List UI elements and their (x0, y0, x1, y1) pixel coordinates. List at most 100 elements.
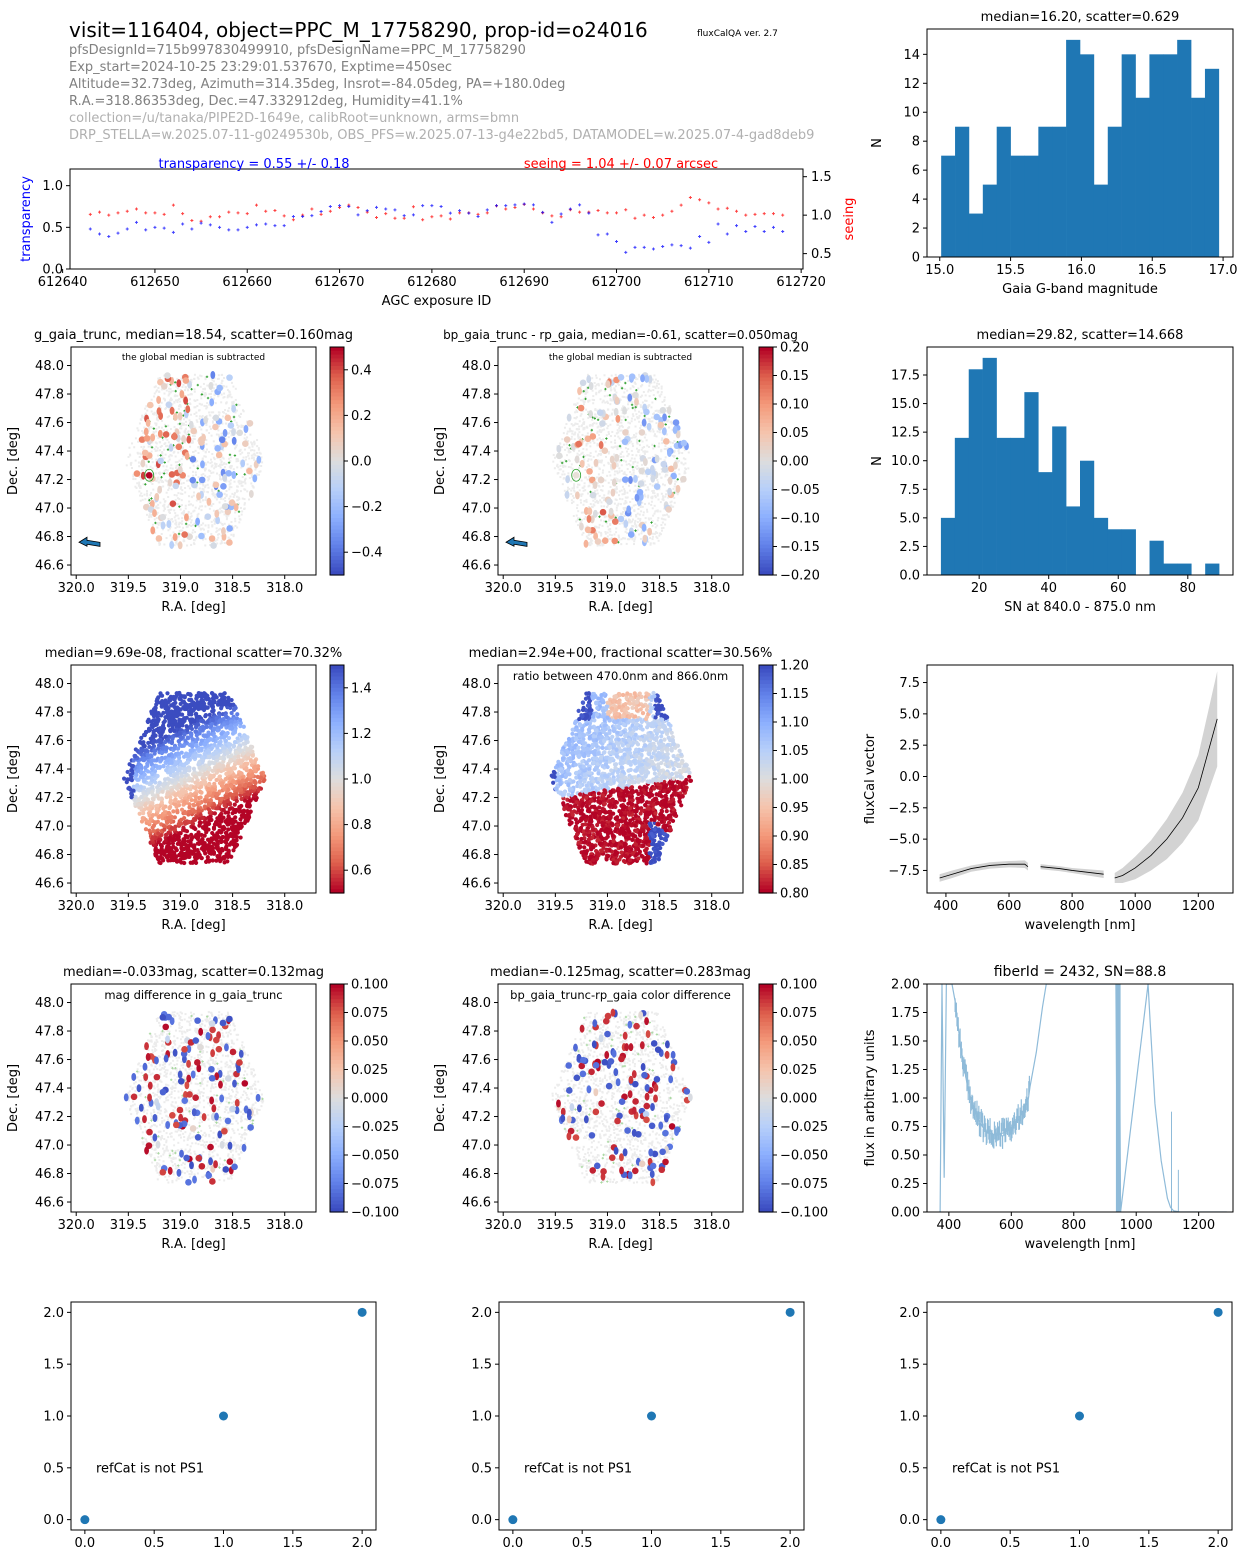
background-fiber (162, 429, 165, 432)
background-fiber (187, 485, 190, 488)
background-fiber (567, 465, 570, 468)
background-fiber (595, 393, 598, 396)
background-fiber (241, 510, 244, 513)
background-fiber (210, 465, 213, 468)
background-fiber (575, 520, 578, 523)
background-fiber (206, 483, 209, 486)
flux-standard-point (566, 413, 572, 422)
background-fiber (677, 449, 680, 452)
y-tick-label: 2 (912, 222, 920, 237)
background-fiber (652, 447, 655, 450)
chart-title: median=29.82, scatter=14.668 (977, 328, 1184, 343)
background-fiber (582, 422, 585, 425)
background-fiber (588, 464, 591, 467)
background-fiber (212, 492, 215, 495)
background-fiber (230, 486, 233, 489)
background-fiber (153, 395, 156, 398)
background-fiber (687, 467, 690, 470)
background-fiber (167, 455, 170, 458)
background-fiber (228, 466, 231, 469)
transparency-point (716, 222, 720, 226)
background-fiber (225, 515, 228, 518)
y2-tick-label: 0.5 (811, 247, 832, 262)
flux-standard-point (209, 398, 215, 407)
x-tick-label: 80 (1180, 581, 1197, 596)
background-fiber (167, 495, 170, 498)
flux-standard-point (659, 406, 667, 414)
background-fiber (228, 480, 231, 483)
selected-fiber-point (572, 471, 580, 479)
background-fiber (624, 506, 627, 509)
background-fiber (207, 524, 210, 527)
background-fiber (618, 494, 621, 497)
background-fiber (625, 463, 628, 466)
background-fiber (155, 479, 158, 482)
transparency-point (421, 204, 425, 208)
background-fiber (180, 422, 183, 425)
background-fiber (617, 431, 620, 434)
background-fiber (619, 479, 622, 482)
colorbar-tick-label: 0.4 (351, 363, 372, 378)
background-fiber (658, 532, 661, 535)
colorbar-segment (330, 559, 344, 565)
background-fiber (251, 449, 254, 452)
background-fiber (664, 445, 667, 448)
histogram-bar (1010, 437, 1025, 575)
transparency-point (688, 246, 692, 250)
flux-standard-point (150, 433, 156, 442)
background-fiber (203, 532, 206, 535)
flux-standard-point (599, 420, 606, 427)
background-fiber (671, 422, 674, 425)
background-fiber (656, 430, 659, 433)
background-fiber (655, 422, 658, 425)
background-fiber (246, 420, 249, 423)
flux-standard-point (143, 427, 149, 436)
background-fiber (591, 439, 594, 442)
background-fiber (153, 431, 156, 434)
background-fiber (169, 518, 172, 521)
background-fiber (553, 467, 556, 470)
background-fiber (177, 523, 180, 526)
background-fiber (245, 456, 248, 459)
flux-standard-point (242, 440, 249, 447)
histogram-bar (1052, 426, 1067, 575)
background-fiber (628, 518, 631, 521)
background-fiber (168, 407, 171, 410)
background-fiber (552, 453, 555, 456)
background-fiber (663, 403, 666, 406)
background-fiber (206, 402, 209, 405)
background-fiber (212, 380, 215, 383)
x-tick-label: 320.0 (485, 581, 522, 596)
background-fiber (180, 529, 183, 532)
background-fiber (229, 479, 232, 482)
background-fiber (186, 388, 189, 391)
background-fiber (164, 453, 167, 456)
background-fiber (210, 411, 213, 414)
background-fiber (236, 485, 239, 488)
background-fiber (582, 531, 585, 534)
background-fiber (238, 515, 241, 518)
background-fiber (617, 435, 620, 438)
colorbar-segment (759, 373, 773, 378)
background-fiber (572, 433, 575, 436)
background-fiber (639, 395, 642, 398)
flux-standard-point (589, 433, 597, 440)
background-fiber (581, 433, 584, 436)
transparency-axis-label: transparency (19, 176, 34, 262)
background-fiber (586, 459, 589, 462)
background-fiber (151, 523, 154, 526)
background-fiber (199, 501, 202, 504)
transparency-point (458, 209, 462, 213)
seeing-point (384, 212, 388, 216)
background-fiber (677, 468, 680, 471)
background-fiber (567, 472, 570, 475)
background-fiber (565, 443, 568, 446)
background-fiber (179, 478, 182, 481)
background-fiber (171, 403, 174, 406)
background-fiber (664, 475, 667, 478)
background-fiber (583, 500, 586, 503)
background-fiber (247, 440, 250, 443)
colorbar-segment (330, 377, 344, 382)
background-fiber (622, 511, 625, 514)
background-fiber (184, 504, 187, 507)
